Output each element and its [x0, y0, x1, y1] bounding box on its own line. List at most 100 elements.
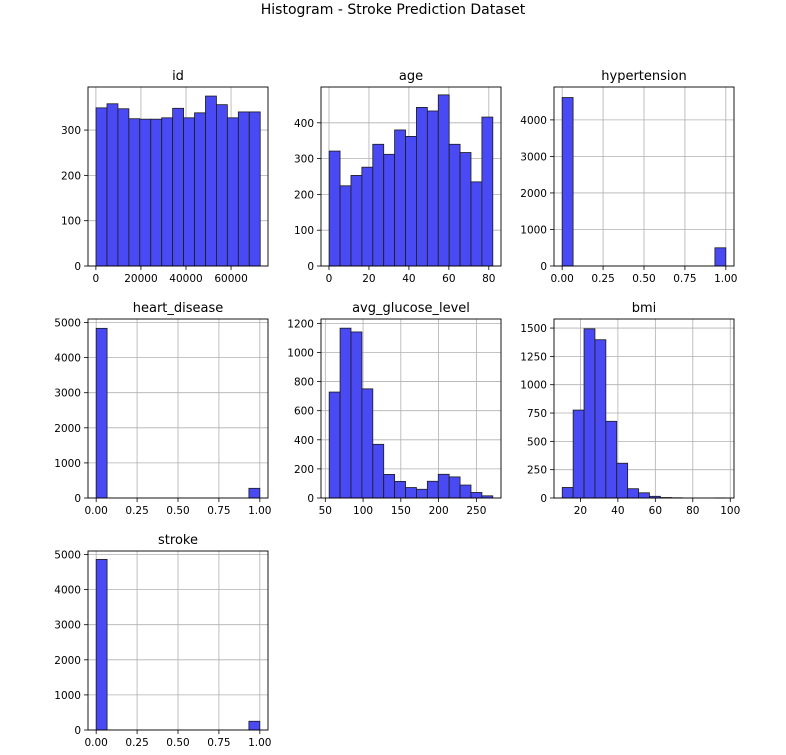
y-tick-label: 1250 [520, 351, 547, 363]
histogram-bar [405, 487, 417, 499]
x-tick-label: 0.00 [550, 273, 573, 285]
panel-title: id [172, 69, 184, 84]
histogram-bar [95, 558, 108, 731]
histogram-bar [106, 103, 119, 267]
y-tick-label: 300 [294, 154, 314, 166]
histogram-bar [383, 474, 396, 499]
histogram-bar [117, 108, 130, 267]
histogram-bar [150, 118, 163, 267]
y-tick-label: 3000 [520, 151, 547, 163]
x-tick-label: 1.00 [248, 505, 271, 517]
x-tick-label: 40 [402, 273, 415, 285]
y-tick-label: 400 [294, 118, 314, 130]
y-tick-label: 4000 [520, 115, 547, 127]
histogram-bar [394, 129, 406, 267]
x-tick-label: 40000 [169, 273, 202, 285]
x-tick-label: 20000 [124, 273, 157, 285]
panel-title: avg_glucose_level [352, 301, 470, 316]
panel-title: hypertension [601, 69, 686, 84]
histogram-heart-disease: 0.00 0.25 0.50 0.75 1.00 0 1000 2000 3000 4000 500… [54, 301, 271, 517]
histogram-bar [248, 487, 261, 499]
histogram-bar [448, 143, 461, 267]
histogram-bar [128, 118, 141, 267]
x-tick-label: 0.00 [84, 505, 107, 517]
histogram-bar [638, 492, 650, 499]
histogram-avg-glucose-level: 50 100 150 200 250 0 200 400 600 800 1000 1200 avg_g… [287, 301, 502, 517]
panel-title: stroke [158, 533, 198, 548]
y-tick-label: 5000 [54, 318, 81, 330]
histogram-bar [216, 104, 228, 267]
histogram-bar [361, 388, 374, 499]
histogram-bar [172, 107, 184, 267]
x-tick-label: 80 [482, 273, 495, 285]
histogram-bar [627, 488, 639, 499]
x-tick-label: 0.50 [166, 505, 189, 517]
x-tick-label: 0.75 [207, 505, 230, 517]
y-tick-label: 300 [61, 125, 81, 137]
y-tick-label: 2000 [54, 423, 81, 435]
y-tick-label: 2000 [520, 188, 547, 200]
axes-frame [553, 318, 735, 499]
histogram-bar [561, 97, 574, 267]
histogram-bar [248, 111, 261, 267]
x-tick-label: 80 [686, 505, 699, 517]
x-tick-label: 0.75 [673, 273, 696, 285]
x-tick-label: 0.75 [207, 737, 230, 749]
y-tick-label: 3000 [54, 620, 81, 632]
x-tick-label: 0.25 [125, 737, 148, 749]
x-tick-label: 0.00 [84, 737, 107, 749]
histogram-stroke: 0.00 0.25 0.50 0.75 1.00 0 1000 2000 3000 4000 500… [54, 533, 271, 749]
x-tick-label: 0 [326, 273, 333, 285]
x-tick-label: 0.25 [591, 273, 614, 285]
y-tick-label: 1500 [520, 323, 547, 335]
axes-frame [87, 86, 269, 267]
axes-frame [320, 318, 502, 499]
histogram-bar [437, 94, 450, 267]
y-tick-label: 100 [61, 216, 81, 228]
x-tick-label: 0.25 [125, 505, 148, 517]
x-tick-label: 20 [362, 273, 375, 285]
y-tick-label: 4000 [54, 585, 81, 597]
y-tick-label: 1000 [520, 380, 547, 392]
y-tick-label: 0 [540, 493, 547, 505]
histogram-bar [605, 420, 618, 499]
histogram-bar [183, 117, 195, 267]
histogram-bar [95, 327, 108, 499]
histogram-bar [339, 185, 352, 267]
x-tick-label: 0.50 [166, 737, 189, 749]
histogram-bar [328, 150, 341, 267]
histogram-bar [470, 492, 483, 499]
histogram-bar [226, 117, 239, 267]
y-tick-label: 500 [527, 436, 547, 448]
histogram-bar [426, 110, 439, 267]
panel-title: age [399, 69, 423, 84]
y-tick-label: 2000 [54, 655, 81, 667]
histogram-bar [583, 328, 596, 499]
histogram-bar [95, 107, 108, 267]
histogram-bar [470, 181, 483, 267]
x-tick-label: 0.50 [632, 273, 655, 285]
axes-frame [320, 86, 502, 267]
y-tick-label: 1000 [520, 224, 547, 236]
histogram-bar [350, 331, 363, 499]
histogram-bar [139, 118, 152, 267]
histogram-bar [437, 473, 450, 499]
y-tick-label: 400 [294, 435, 314, 447]
histogram-bar [339, 327, 352, 499]
x-tick-label: 20 [574, 505, 587, 517]
x-tick-label: 250 [466, 505, 486, 517]
histogram-bar [405, 136, 417, 267]
x-tick-label: 60000 [214, 273, 247, 285]
histogram-bar [714, 247, 727, 267]
y-tick-label: 0 [74, 261, 81, 273]
y-tick-label: 250 [527, 465, 547, 477]
histogram-bar [426, 480, 439, 499]
histogram-bar [328, 391, 341, 499]
x-tick-label: 40 [611, 505, 624, 517]
x-tick-label: 60 [649, 505, 662, 517]
x-tick-label: 100 [720, 505, 740, 517]
y-tick-label: 5000 [54, 550, 81, 562]
histogram-bar [594, 339, 607, 499]
y-tick-label: 600 [294, 406, 314, 418]
